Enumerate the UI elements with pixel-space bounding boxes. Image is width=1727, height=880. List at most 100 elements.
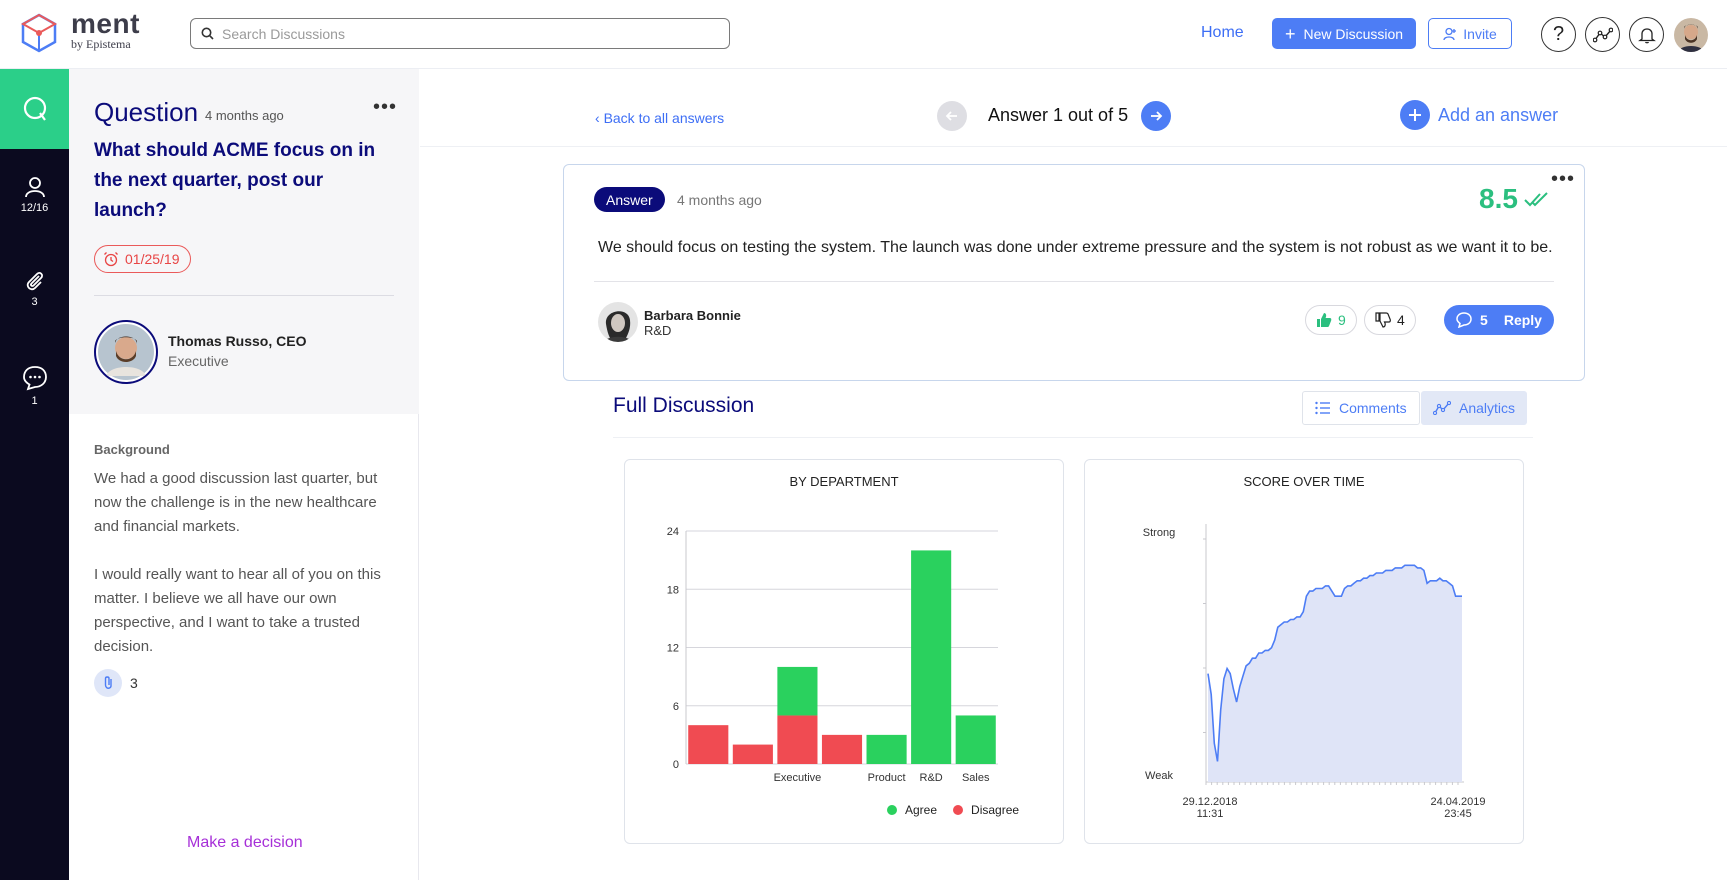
reply-label: Reply — [1503, 312, 1542, 328]
y-axis-label: Strong — [1143, 527, 1175, 539]
by-department-chart: 0 6 12 18 24 Executive Product R&D Sales BY DEPA… — [624, 459, 1064, 844]
invite-button[interactable]: Invite — [1428, 18, 1512, 49]
arrow-left-icon — [945, 111, 957, 121]
chart-title: SCORE OVER TIME — [1243, 474, 1365, 489]
rail-comments[interactable]: 1 — [0, 365, 69, 407]
rail-participants[interactable]: 12/16 — [0, 176, 69, 214]
legend-agree: Agree — [905, 803, 938, 817]
answer-more-icon[interactable]: ••• — [1551, 168, 1576, 190]
question-age: 4 months ago — [205, 108, 284, 123]
y-tick-label: 6 — [673, 701, 679, 713]
answer-age: 4 months ago — [677, 192, 762, 208]
home-link[interactable]: Home — [1201, 24, 1244, 41]
help-icon: ? — [1552, 23, 1565, 45]
answer-author-avatar[interactable] — [598, 302, 638, 342]
search-icon — [201, 27, 214, 40]
answer-position: Answer 1 out of 5 — [988, 105, 1129, 125]
question-header: Question 4 months ago ••• What should AC… — [69, 69, 419, 414]
ment-logo-icon[interactable] — [20, 13, 58, 53]
analytics-button[interactable] — [1585, 17, 1620, 52]
question-panel: Question 4 months ago ••• What should AC… — [69, 69, 419, 880]
help-button[interactable]: ? — [1541, 17, 1576, 52]
downvote-button[interactable]: 4 — [1364, 305, 1416, 335]
notifications-button[interactable] — [1629, 17, 1664, 52]
bell-icon — [1637, 27, 1656, 43]
question-attachments[interactable]: 3 — [94, 669, 138, 697]
bar-chart-svg: 0 6 12 18 24 Executive Product R&D Sales — [667, 526, 998, 784]
arrow-right-icon — [1151, 111, 1163, 121]
invite-label: Invite — [1463, 25, 1497, 42]
question-label: Question — [94, 97, 199, 127]
comments-count: 1 — [31, 395, 38, 407]
brand-name: ment — [71, 8, 140, 39]
question-attachments-count: 3 — [130, 675, 138, 691]
score-area — [1208, 565, 1462, 782]
background-text: We had a good discussion last quarter, b… — [94, 467, 399, 659]
reply-button[interactable]: 5 Reply — [1444, 305, 1554, 335]
thumbs-up-icon — [1317, 313, 1332, 327]
back-label: Back to all answers — [603, 110, 725, 126]
next-answer-button[interactable] — [1141, 101, 1171, 131]
reply-count: 5 — [1480, 312, 1488, 328]
bar-agree — [777, 666, 818, 716]
upvote-button[interactable]: 9 — [1305, 305, 1357, 335]
due-date: 01/25/19 — [125, 251, 180, 267]
bar-disagree — [732, 744, 773, 764]
question-author-avatar[interactable] — [94, 320, 158, 384]
search-input[interactable] — [222, 25, 702, 42]
answer-card: Answer 4 months ago ••• 8.5 We should fo… — [563, 164, 1585, 381]
x-tick-label: Product — [868, 772, 906, 784]
alarm-clock-icon — [104, 252, 118, 267]
bar-disagree — [821, 734, 863, 764]
user-avatar[interactable] — [1674, 18, 1708, 52]
due-date-badge[interactable]: 01/25/19 — [94, 245, 191, 273]
brand-subtitle: by Epistema — [71, 37, 131, 51]
y-tick-label: 18 — [667, 584, 679, 596]
analytics-icon — [1592, 27, 1613, 42]
attachments-count: 3 — [31, 296, 38, 308]
divider — [613, 437, 1533, 438]
bar-agree — [866, 734, 907, 764]
score-over-time-chart: Strong Weak 29.12.2018 11:31 24.04.2019 23:45… — [1084, 459, 1524, 844]
question-author-name: Thomas Russo, CEO — [168, 333, 307, 349]
divider — [594, 281, 1554, 282]
side-rail: 12/16 3 1 — [0, 69, 69, 880]
background-paragraph-2: I would really want to hear all of you o… — [94, 566, 381, 655]
user-avatar-image — [1674, 18, 1708, 52]
add-answer-button[interactable]: Add an answer — [1400, 100, 1558, 130]
question-title: What should ACME focus on in the next qu… — [94, 140, 376, 221]
question-more-icon[interactable]: ••• — [373, 96, 398, 118]
back-link[interactable]: ‹ Back to all answers — [595, 110, 724, 126]
answer-text: We should focus on testing the system. T… — [598, 239, 1553, 256]
answer-author-name: Barbara Bonnie — [644, 308, 741, 323]
brand: ment by Epistema — [71, 8, 140, 50]
tab-comments[interactable]: Comments — [1302, 391, 1420, 425]
rail-attachments[interactable]: 3 — [0, 270, 69, 308]
tab-comments-label: Comments — [1339, 400, 1407, 416]
score-line — [1207, 564, 1462, 762]
plus-icon: + — [1284, 23, 1296, 44]
x-axis-label: 29.12.2018 — [1182, 796, 1237, 808]
analytics-icon — [1433, 401, 1451, 415]
x-tick-label: Executive — [774, 772, 822, 784]
comment-icon — [1456, 312, 1472, 328]
new-discussion-button[interactable]: + New Discussion — [1272, 18, 1416, 49]
bar-disagree — [688, 725, 729, 764]
tab-analytics[interactable]: Analytics — [1421, 391, 1528, 425]
previous-answer-button[interactable] — [937, 101, 967, 131]
y-tick-label: 24 — [667, 526, 679, 538]
search-box[interactable] — [190, 18, 730, 49]
rail-question-tab[interactable] — [0, 69, 69, 149]
x-axis-label: 11:31 — [1197, 808, 1224, 820]
x-axis-label: 24.04.2019 — [1430, 796, 1485, 808]
participants-count: 12/16 — [20, 202, 49, 214]
bar-agree — [955, 715, 996, 764]
comment-icon — [22, 366, 47, 391]
user-icon — [24, 177, 45, 198]
make-decision-link[interactable]: Make a decision — [187, 834, 303, 851]
answer-author-avatar-image — [598, 302, 638, 342]
thumbs-down-icon — [1375, 312, 1391, 328]
downvote-count: 4 — [1397, 312, 1405, 328]
bar-agree — [911, 550, 952, 764]
